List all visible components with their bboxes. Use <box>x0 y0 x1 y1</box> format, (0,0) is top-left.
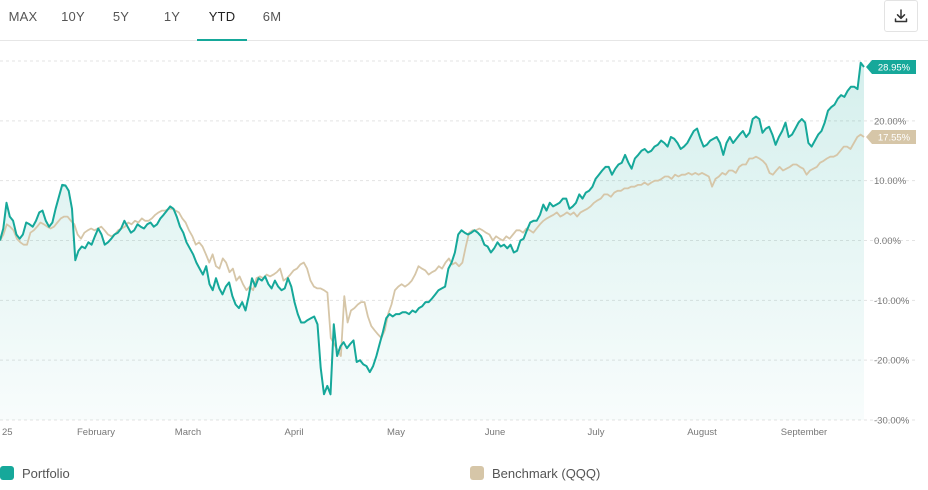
svg-text:17.55%: 17.55% <box>878 132 911 143</box>
svg-text:28.95%: 28.95% <box>878 62 911 73</box>
tab-ytd[interactable]: YTD <box>197 9 247 41</box>
x-tick-label: April <box>284 427 303 438</box>
download-button[interactable] <box>884 0 918 32</box>
portfolio-swatch <box>0 466 14 480</box>
y-tick-label: 20.00% <box>874 116 907 127</box>
range-tab-bar: MAX 10Y 5Y 1Y YTD 6M <box>0 0 928 41</box>
portfolio-area-fill <box>0 62 864 421</box>
x-tick-label: August <box>687 427 717 438</box>
benchmark-swatch <box>470 466 484 480</box>
y-tick-label: 10.00% <box>874 176 907 187</box>
tab-1y[interactable]: 1Y <box>163 9 181 24</box>
x-tick-label: July <box>588 427 605 438</box>
download-icon <box>894 9 908 23</box>
y-tick-label: 0.00% <box>874 236 901 247</box>
tab-10y[interactable]: 10Y <box>61 9 85 24</box>
legend-portfolio-label: Portfolio <box>22 465 70 481</box>
portfolio-line <box>0 61 865 396</box>
legend-benchmark[interactable]: Benchmark (QQQ) <box>470 463 600 483</box>
tab-6m[interactable]: 6M <box>262 9 282 24</box>
performance-chart: 20.00% 10.00% 0.00% -10.00% -20.00% -30.00% 2… <box>0 59 918 438</box>
x-tick-label: February <box>77 427 115 438</box>
x-tick-label: 25 <box>2 427 13 438</box>
tab-max[interactable]: MAX <box>8 9 38 24</box>
y-tick-label: -20.00% <box>874 356 910 367</box>
x-tick-label: September <box>781 427 827 438</box>
x-tick-label: May <box>387 427 405 438</box>
x-tick-label: June <box>485 427 506 438</box>
portfolio-end-label: 28.95% <box>866 59 916 74</box>
benchmark-line <box>0 133 865 357</box>
y-tick-label: -30.00% <box>874 416 910 427</box>
legend-portfolio[interactable]: Portfolio <box>0 463 70 483</box>
y-tick-label: -10.00% <box>874 296 910 307</box>
x-tick-label: March <box>175 427 201 438</box>
benchmark-end-label: 17.55% <box>866 129 916 144</box>
legend-benchmark-label: Benchmark (QQQ) <box>492 465 601 481</box>
tab-5y[interactable]: 5Y <box>112 9 130 24</box>
